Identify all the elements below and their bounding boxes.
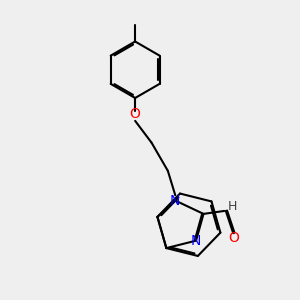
- Text: O: O: [130, 107, 141, 121]
- Text: H: H: [228, 200, 237, 213]
- Text: O: O: [228, 231, 239, 245]
- Text: N: N: [170, 194, 181, 208]
- Text: N: N: [191, 234, 201, 248]
